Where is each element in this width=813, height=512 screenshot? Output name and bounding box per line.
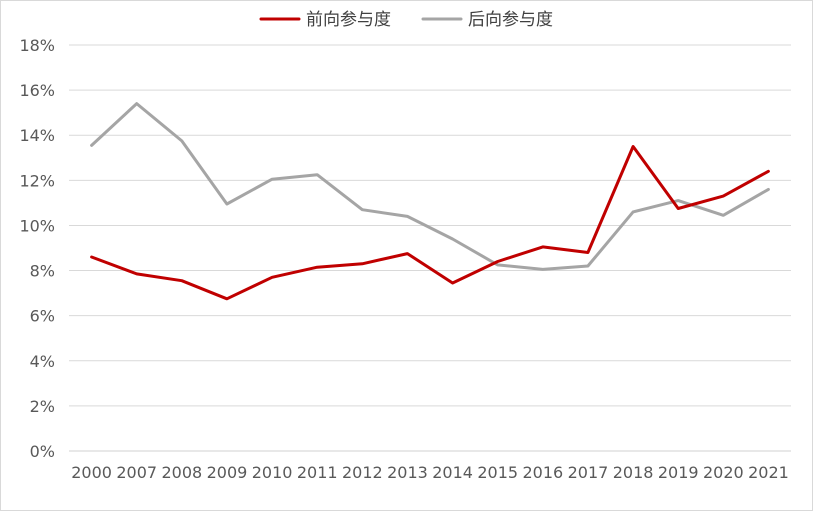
legend-label: 后向参与度 xyxy=(468,10,553,30)
legend-label: 前向参与度 xyxy=(306,10,391,30)
y-tick-label: 18% xyxy=(19,36,55,55)
x-tick-label: 2011 xyxy=(297,463,338,482)
legend-item-1: 后向参与度 xyxy=(421,10,553,30)
y-tick-label: 6% xyxy=(30,307,55,326)
y-tick-label: 0% xyxy=(30,442,55,461)
y-tick-label: 12% xyxy=(19,171,55,190)
x-axis-tick-labels: 2000 2007 2008 2009 2010 2011 2012 2013 2014 2015… xyxy=(71,463,789,482)
x-tick-label: 2014 xyxy=(432,463,473,482)
x-tick-label: 2009 xyxy=(207,463,248,482)
x-tick-label: 2013 xyxy=(387,463,428,482)
x-tick-label: 2008 xyxy=(161,463,202,482)
x-tick-label: 2000 xyxy=(71,463,112,482)
series-line-0 xyxy=(90,145,770,301)
x-tick-label: 2016 xyxy=(522,463,563,482)
y-tick-label: 8% xyxy=(30,262,55,281)
y-tick-label: 14% xyxy=(19,126,55,145)
series-lines xyxy=(90,102,770,301)
x-tick-label: 2017 xyxy=(568,463,609,482)
y-tick-label: 10% xyxy=(19,216,55,235)
y-axis-tick-labels: 0% 2% 4% 6% 8% 10% 12% 14% 16% 18% xyxy=(19,36,55,461)
x-tick-label: 2018 xyxy=(613,463,654,482)
x-tick-label: 2012 xyxy=(342,463,383,482)
legend: 前向参与度 后向参与度 xyxy=(259,10,553,30)
gridlines xyxy=(69,44,791,407)
x-tick-label: 2020 xyxy=(703,463,744,482)
y-tick-label: 2% xyxy=(30,397,55,416)
x-tick-label: 2021 xyxy=(748,463,789,482)
series-line-1 xyxy=(90,102,770,271)
legend-item-0: 前向参与度 xyxy=(259,10,391,30)
x-tick-label: 2007 xyxy=(116,463,157,482)
y-tick-label: 4% xyxy=(30,352,55,371)
x-tick-label: 2015 xyxy=(477,463,518,482)
x-tick-label: 2019 xyxy=(658,463,699,482)
y-tick-label: 16% xyxy=(19,81,55,100)
x-tick-label: 2010 xyxy=(252,463,293,482)
